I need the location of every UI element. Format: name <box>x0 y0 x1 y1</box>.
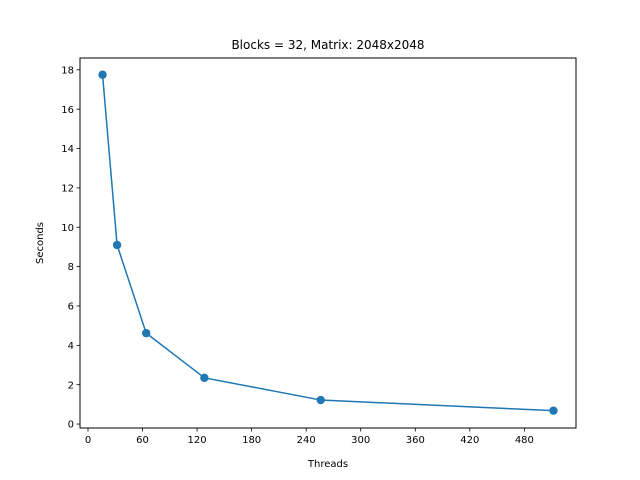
y-tick-label: 12 <box>61 183 74 194</box>
x-tick-label: 480 <box>515 435 534 446</box>
data-point <box>200 373 209 383</box>
data-point <box>98 70 107 79</box>
axes-frame <box>79 57 577 429</box>
y-tick-label: 8 <box>68 262 74 273</box>
y-tick-label: 16 <box>61 105 74 116</box>
x-tick-label: 240 <box>297 435 316 446</box>
y-tick-label: 0 <box>68 420 74 431</box>
x-tick-label: 420 <box>460 435 479 446</box>
chart-title: Blocks = 32, Matrix: 2048x2048 <box>231 38 424 52</box>
series-line <box>101 74 554 412</box>
y-tick-label: 18 <box>61 65 74 76</box>
y-axis-label: Seconds <box>35 222 46 264</box>
x-tick-label: 120 <box>188 435 207 446</box>
data-point <box>316 395 325 405</box>
y-tick-label: 6 <box>68 302 74 313</box>
x-tick-label: 0 <box>85 435 91 446</box>
x-tick-label: 360 <box>406 435 425 446</box>
data-point <box>549 406 558 415</box>
y-tick-label: 14 <box>61 144 74 155</box>
plot-area: 0 60 120 180 240 300 360 420 480 0 2 4 6 8 10 12 14 16 18 <box>61 65 558 446</box>
y-tick-label: 2 <box>68 380 74 391</box>
x-axis-label: Threads <box>307 459 348 470</box>
y-tick-label: 10 <box>61 223 74 234</box>
data-point <box>141 328 151 338</box>
data-point <box>112 240 122 250</box>
x-tick-label: 300 <box>351 435 370 446</box>
x-tick-label: 60 <box>136 435 149 446</box>
y-tick-label: 4 <box>68 341 74 352</box>
x-tick-label: 180 <box>242 435 261 446</box>
